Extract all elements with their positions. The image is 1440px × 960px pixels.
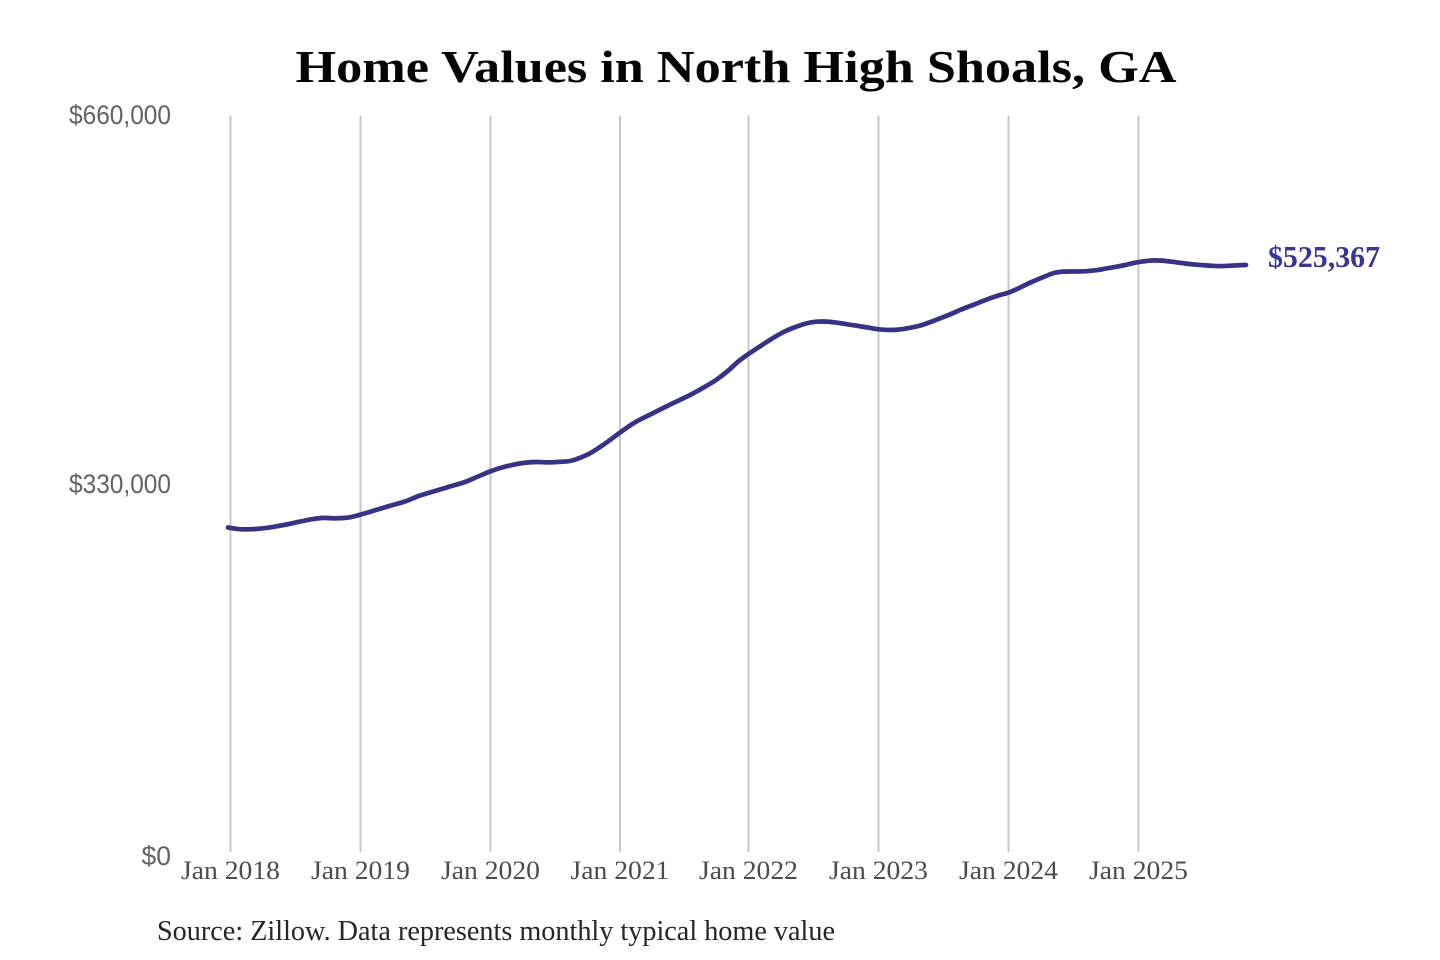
svg-text:Jan 2023: Jan 2023 (829, 856, 928, 885)
svg-text:Jan 2020: Jan 2020 (441, 856, 540, 885)
svg-text:Jan 2024: Jan 2024 (959, 856, 1058, 885)
svg-text:Jan 2019: Jan 2019 (311, 856, 410, 885)
svg-text:$660,000: $660,000 (69, 100, 171, 130)
svg-text:Jan 2021: Jan 2021 (571, 856, 670, 885)
svg-text:Jan 2018: Jan 2018 (181, 856, 280, 885)
svg-text:$525,367: $525,367 (1268, 239, 1380, 274)
svg-text:Jan 2022: Jan 2022 (699, 856, 798, 885)
svg-text:Jan 2025: Jan 2025 (1089, 856, 1188, 885)
svg-text:Source: Zillow. Data represent: Source: Zillow. Data represents monthly … (157, 915, 835, 947)
svg-text:$330,000: $330,000 (69, 469, 171, 499)
svg-text:Home Values in North High Shoa: Home Values in North High Shoals, GA (296, 41, 1177, 92)
svg-text:$0: $0 (142, 841, 171, 871)
